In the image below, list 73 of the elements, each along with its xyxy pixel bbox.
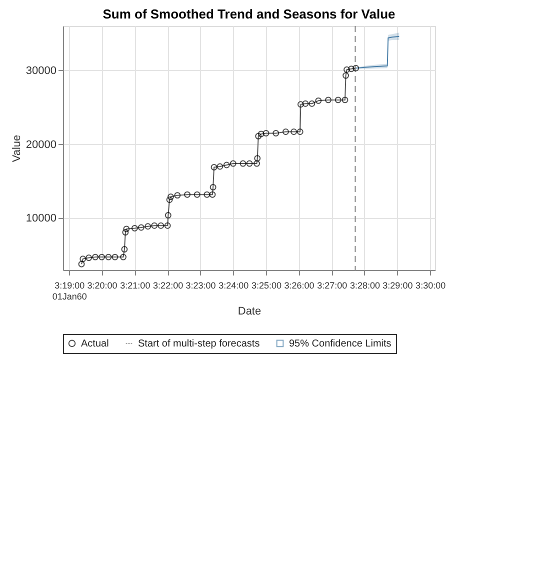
point xyxy=(138,224,144,231)
x-tick-label: 3:28:00 xyxy=(350,280,380,290)
x-tick-label: 3:24:00 xyxy=(218,280,249,290)
point xyxy=(240,160,246,167)
x-tick-label: 3:26:00 xyxy=(284,280,314,290)
legend-label: Actual xyxy=(81,338,109,350)
x-tick-label: 3:19:00 01Jan60 xyxy=(52,280,87,302)
point xyxy=(254,160,260,167)
point xyxy=(80,256,86,262)
point xyxy=(282,128,289,135)
point xyxy=(255,132,262,140)
y-tick-label: 10000 xyxy=(26,212,56,225)
x-tick-label: 3:21:00 xyxy=(120,280,150,290)
y-tick-label: 30000 xyxy=(26,64,56,77)
x-tick-label: 3:20:00 xyxy=(87,280,118,290)
point xyxy=(174,192,181,199)
point xyxy=(120,254,126,260)
point xyxy=(344,66,350,73)
point xyxy=(258,130,264,138)
point xyxy=(334,96,342,104)
point xyxy=(121,246,128,253)
point xyxy=(158,222,164,229)
y-axis-title: Value xyxy=(10,134,23,162)
point xyxy=(342,72,350,79)
point xyxy=(98,254,106,260)
point xyxy=(122,229,129,236)
point xyxy=(302,100,309,107)
point xyxy=(223,162,230,168)
point xyxy=(166,196,173,203)
chart-title: Sum of Smoothed Trend and Seasons for Value xyxy=(102,6,396,22)
point xyxy=(164,212,172,219)
point xyxy=(105,254,112,260)
legend-label: 95% Confidence Limits xyxy=(289,338,392,350)
point xyxy=(144,223,152,230)
point xyxy=(297,101,304,108)
point xyxy=(131,224,138,232)
point xyxy=(315,97,322,104)
point xyxy=(290,128,298,135)
point xyxy=(112,254,118,260)
point xyxy=(209,191,216,198)
point xyxy=(194,191,200,198)
x-tick-label: 3:23:00 xyxy=(186,280,216,290)
point xyxy=(184,191,190,198)
y-tick-label: 20000 xyxy=(26,138,56,151)
point xyxy=(123,226,130,232)
point xyxy=(352,64,360,72)
point xyxy=(164,222,171,229)
point xyxy=(272,130,280,136)
point xyxy=(325,96,332,104)
point xyxy=(262,130,270,136)
x-axis-title: Date xyxy=(238,306,262,318)
point xyxy=(230,160,236,167)
point xyxy=(210,164,218,170)
point xyxy=(308,100,316,107)
point xyxy=(342,96,348,104)
x-tick-label: 3:29:00 xyxy=(382,280,413,290)
legend-label: Start of multi-step forecasts xyxy=(138,338,260,350)
point xyxy=(92,254,99,260)
point xyxy=(151,222,158,229)
x-tick-label: 3:22:00 xyxy=(153,280,184,290)
point xyxy=(210,184,216,190)
point xyxy=(167,194,174,200)
point xyxy=(204,191,210,198)
point xyxy=(216,163,224,170)
point xyxy=(296,128,304,135)
point xyxy=(246,160,253,167)
x-tick-label: 3:30:00 xyxy=(416,280,446,290)
point xyxy=(86,254,92,262)
point xyxy=(254,155,261,162)
point xyxy=(348,66,355,72)
x-tick-label: 3:25:00 xyxy=(252,280,282,290)
point xyxy=(78,260,85,268)
x-tick-label: 3:27:00 xyxy=(317,280,348,290)
